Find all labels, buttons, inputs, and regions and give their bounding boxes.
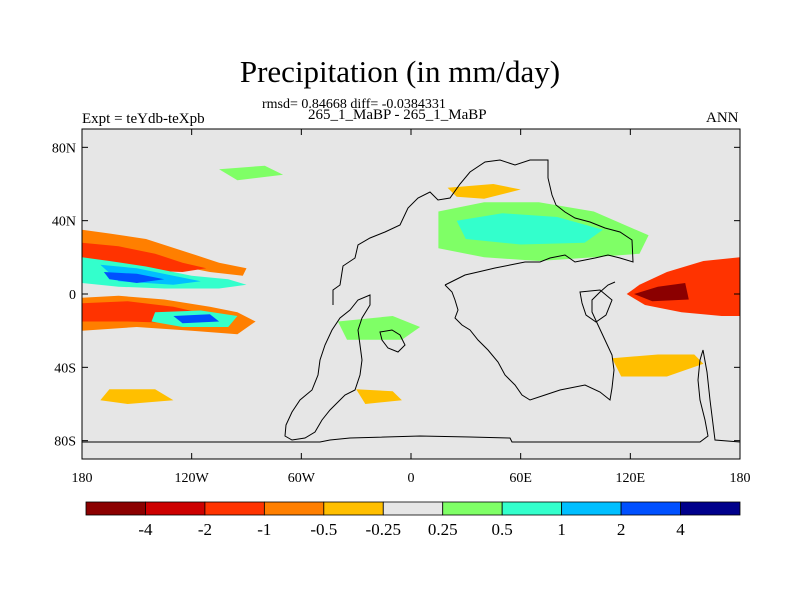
contour-pacific-wet-max bbox=[103, 272, 165, 283]
colorbar-swatch bbox=[620, 501, 681, 516]
north-america-coast bbox=[332, 159, 634, 305]
colorbar-swatch bbox=[501, 501, 563, 516]
contour-indian-ocean-dry bbox=[612, 354, 704, 377]
colorbar-swatch bbox=[680, 501, 741, 516]
europe-asia-coast bbox=[444, 281, 616, 401]
colorbar-swatch bbox=[382, 501, 444, 516]
chart-title: Precipitation (in mm/day) bbox=[239, 54, 561, 89]
colorbar: -4 -2 -1 -0.5 -0.25 0.25 0.5 1 2 4 bbox=[85, 501, 741, 539]
colorbar-label: 4 bbox=[676, 520, 685, 539]
contour-western-pacific-dry-core bbox=[634, 283, 689, 302]
lon-tick-label: 120E bbox=[616, 471, 646, 486]
latitude-axis: 80N 40N 0 40S 80S bbox=[52, 141, 740, 450]
lon-tick-label: 120W bbox=[175, 471, 210, 486]
colorbar-swatch bbox=[263, 501, 325, 516]
contour-north-pacific-dry-band bbox=[82, 229, 247, 276]
contour-north-atlantic-dry bbox=[447, 184, 521, 199]
colorbar-label: 2 bbox=[617, 520, 626, 539]
colorbar-swatch bbox=[442, 501, 503, 516]
colorbar-label: -0.5 bbox=[310, 520, 337, 539]
colorbar-label: 0.25 bbox=[428, 520, 458, 539]
contour-southern-ocean-dry bbox=[100, 389, 174, 404]
colorbar-swatch bbox=[85, 501, 146, 516]
precip-contours bbox=[82, 165, 740, 404]
lon-tick-label: 60E bbox=[509, 471, 532, 486]
southeast-asia-coast bbox=[579, 289, 613, 323]
contour-eurasia-wet-core bbox=[456, 213, 603, 245]
longitude-axis: 180 120W 60W 0 60E 120E 180 bbox=[72, 129, 751, 486]
colorbar-swatch bbox=[145, 501, 206, 516]
lon-tick-label: 180 bbox=[730, 471, 751, 486]
colorbar-label: -1 bbox=[257, 520, 271, 539]
colorbar-label: -4 bbox=[138, 520, 153, 539]
colorbar-label: 0.5 bbox=[492, 520, 513, 539]
experiment-label: Expt = teYdb-teXpb bbox=[82, 111, 205, 127]
lon-tick-label: 60W bbox=[288, 471, 316, 486]
colorbar-label: -0.25 bbox=[366, 520, 401, 539]
subtitle: 265_1_MaBP - 265_1_MaBP bbox=[308, 107, 487, 123]
season-label: ANN bbox=[706, 110, 739, 126]
colorbar-swatch bbox=[323, 501, 384, 516]
lon-tick-label: 0 bbox=[408, 471, 415, 486]
contour-arctic-wet-patch bbox=[219, 165, 284, 181]
stats-line: rmsd= 0.84668 diff= -0.0384331 bbox=[262, 97, 446, 112]
lat-tick-label: 0 bbox=[69, 288, 76, 303]
colorbar-label: -2 bbox=[198, 520, 212, 539]
colorbar-label: 1 bbox=[557, 520, 566, 539]
south-america-coast bbox=[284, 294, 371, 441]
lat-tick-label: 40S bbox=[54, 361, 76, 376]
antarctica-coast bbox=[82, 349, 740, 443]
lat-tick-label: 80S bbox=[54, 435, 76, 450]
colorbar-swatch bbox=[204, 501, 265, 516]
lon-tick-label: 180 bbox=[72, 471, 93, 486]
contour-south-pacific-wet-core bbox=[173, 314, 220, 324]
contour-south-atlantic-dry bbox=[356, 389, 402, 404]
colorbar-swatch bbox=[561, 501, 622, 516]
coastlines bbox=[82, 159, 740, 443]
lat-tick-label: 40N bbox=[52, 215, 76, 230]
africa-coast bbox=[379, 329, 406, 353]
lat-tick-label: 80N bbox=[52, 141, 76, 156]
